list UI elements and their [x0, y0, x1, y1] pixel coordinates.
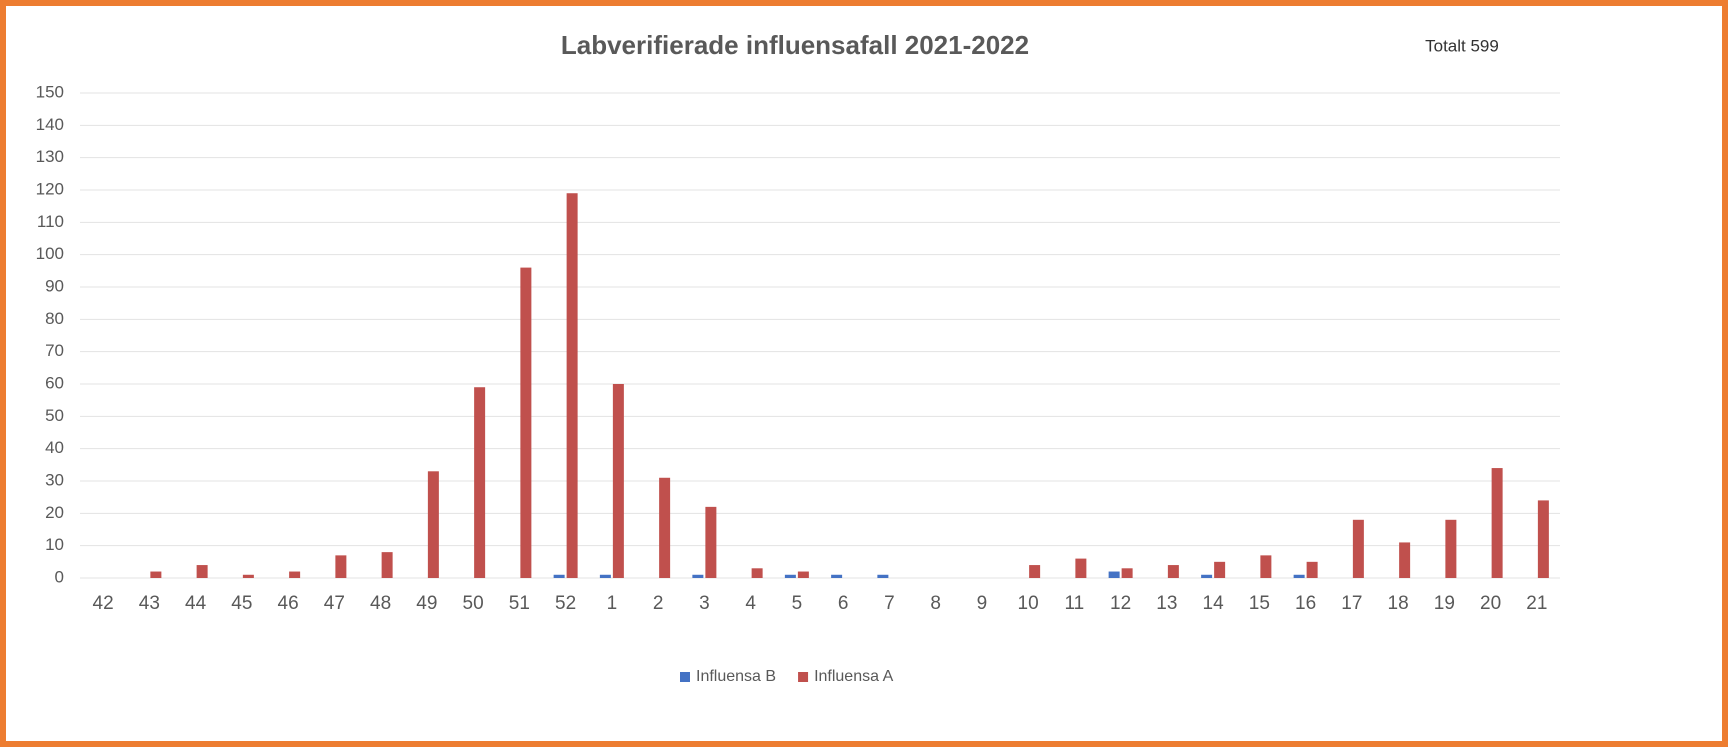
bar	[335, 555, 347, 578]
x-tick-label: 4	[745, 593, 756, 614]
y-tick-label: 150	[36, 82, 64, 101]
y-tick-label: 0	[55, 567, 64, 586]
bar	[427, 471, 439, 578]
x-tick-label: 45	[231, 593, 252, 614]
bar	[831, 574, 843, 578]
bar	[566, 193, 578, 578]
x-tick-label: 13	[1156, 593, 1177, 614]
bar	[1075, 558, 1087, 578]
x-tick-label: 20	[1480, 593, 1501, 614]
x-tick-label: 9	[977, 593, 988, 614]
y-tick-label: 50	[45, 406, 64, 425]
y-tick-label: 70	[45, 341, 64, 360]
y-tick-label: 40	[45, 438, 64, 457]
x-tick-label: 7	[884, 593, 895, 614]
bar	[1293, 574, 1305, 578]
y-tick-label: 20	[45, 503, 64, 522]
annotation: Totalt 599	[1425, 36, 1499, 55]
bar	[520, 267, 532, 578]
bar	[474, 387, 486, 578]
x-tick-label: 52	[555, 593, 576, 614]
x-tick-label: 8	[930, 593, 941, 614]
x-tick-label: 2	[653, 593, 664, 614]
bar	[1029, 565, 1041, 578]
bar	[705, 506, 717, 578]
x-tick-label: 15	[1249, 593, 1270, 614]
legend-label: Influensa B	[696, 668, 776, 685]
x-tick-label: 18	[1388, 593, 1409, 614]
bar	[1399, 542, 1411, 578]
x-tick-label: 17	[1341, 593, 1362, 614]
x-tick-label: 11	[1065, 593, 1085, 614]
bar	[1214, 561, 1226, 578]
y-tick-label: 90	[45, 276, 64, 295]
y-tick-label: 30	[45, 470, 64, 489]
x-tick-label: 50	[463, 593, 484, 614]
bar	[1108, 571, 1120, 578]
x-tick-label: 6	[838, 593, 849, 614]
bar	[1306, 561, 1318, 578]
x-tick-label: 16	[1295, 593, 1316, 614]
x-tick-label: 47	[324, 593, 345, 614]
y-tick-label: 100	[36, 244, 64, 263]
legend-swatch	[680, 672, 690, 682]
legend-label: Influensa A	[814, 668, 894, 685]
bar	[1167, 565, 1179, 578]
legend-swatch	[798, 672, 809, 682]
bar	[612, 384, 624, 578]
bar	[692, 574, 704, 578]
x-tick-label: 49	[416, 593, 437, 614]
y-tick-label: 140	[36, 115, 64, 134]
y-tick-label: 110	[37, 212, 64, 231]
bar	[599, 574, 611, 578]
bar	[196, 565, 208, 578]
bar	[289, 571, 301, 578]
bar	[1352, 519, 1364, 578]
bar	[1201, 574, 1213, 578]
bar	[381, 552, 393, 578]
bar	[877, 574, 889, 578]
bar	[659, 477, 671, 578]
x-tick-label: 44	[185, 593, 207, 614]
x-tick-label: 19	[1434, 593, 1455, 614]
x-tick-label: 1	[607, 593, 618, 614]
chart-title: Labverifierade influensafall 2021-2022	[561, 30, 1029, 60]
bar	[797, 571, 809, 578]
bar	[1537, 500, 1549, 578]
y-tick-label: 10	[45, 535, 64, 554]
x-tick-label: 10	[1018, 593, 1039, 614]
bar	[784, 574, 796, 578]
bar	[553, 574, 565, 578]
x-tick-label: 48	[370, 593, 391, 614]
x-tick-label: 12	[1110, 593, 1131, 614]
x-tick-label: 3	[699, 593, 710, 614]
bar	[1121, 568, 1133, 578]
x-tick-label: 5	[792, 593, 803, 614]
x-tick-label: 51	[509, 593, 530, 614]
bar	[150, 571, 162, 578]
y-tick-label: 130	[36, 147, 64, 166]
y-tick-label: 120	[36, 179, 64, 198]
bar	[1260, 555, 1272, 578]
y-tick-label: 60	[45, 373, 64, 392]
bar	[1491, 468, 1503, 578]
y-tick-label: 80	[45, 309, 64, 328]
x-tick-label: 46	[278, 593, 299, 614]
x-tick-label: 43	[139, 593, 160, 614]
bar	[751, 568, 763, 578]
bar	[242, 574, 254, 578]
x-tick-label: 42	[93, 593, 114, 614]
bar	[1445, 519, 1457, 578]
x-tick-label: 21	[1526, 593, 1547, 614]
x-tick-label: 14	[1203, 593, 1225, 614]
